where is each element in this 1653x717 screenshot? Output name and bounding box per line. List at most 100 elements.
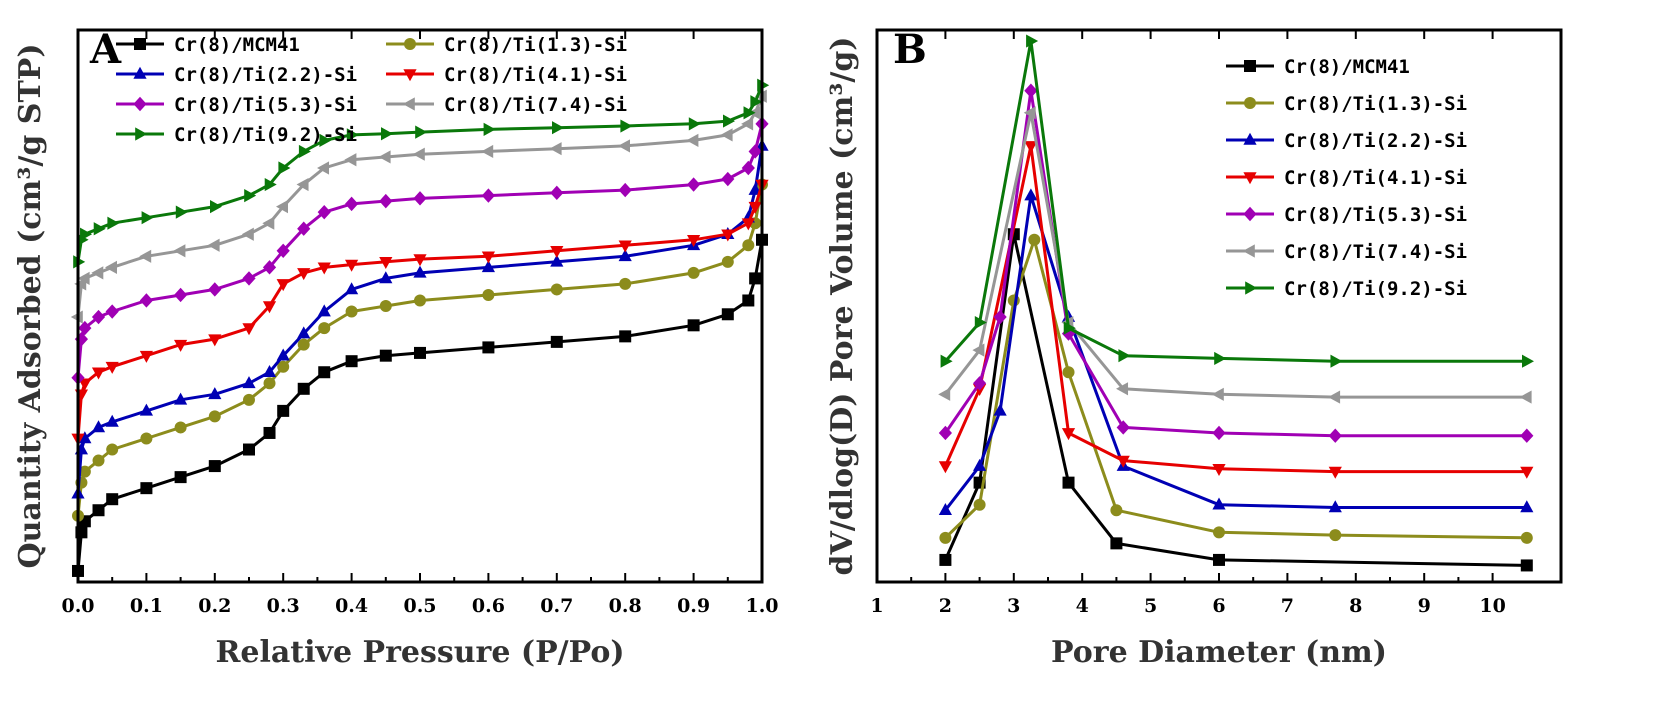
data-point-cr-8-ti-2-2-si-2 — [78, 431, 92, 444]
series-line-cr-8-ti-4-1-si — [944, 144, 1527, 474]
legend-label-cr-8-ti-5-3-si: Cr(8)/Ti(5.3)-Si — [174, 94, 357, 116]
series-cr-8-ti-5-3-si — [71, 116, 769, 385]
data-point-cr-8-ti-5-3-si-7 — [1328, 428, 1342, 443]
x-tick-label: 0.3 — [267, 595, 300, 617]
data-point-cr-8-ti-2-2-si-7 — [208, 387, 222, 400]
series-cr-8-ti-9-2-si — [940, 34, 1534, 368]
data-point-cr-8-ti-2-2-si-17 — [550, 254, 564, 267]
data-point-cr-8-ti-5-3-si-12 — [317, 204, 331, 220]
data-point-cr-8-ti-4-1-si-12 — [317, 262, 331, 275]
x-tick-label: 7 — [1281, 595, 1294, 617]
x-tick-label: 8 — [1349, 595, 1362, 617]
data-point-cr-8-ti-1-3-si-20 — [721, 255, 734, 268]
x-tick-label: 3 — [1007, 595, 1020, 617]
data-point-cr-8-ti-9-2-si-8 — [244, 189, 257, 203]
panel-letter: A — [89, 26, 122, 73]
y-axis-title: dV/dlog(D) Pore Volume (cm³/g) — [825, 36, 860, 575]
data-point-cr-8-ti-7-4-si-6 — [1328, 390, 1341, 404]
data-point-cr-8-ti-9-2-si-3 — [1063, 321, 1076, 335]
data-point-cr-8-ti-4-1-si-2 — [1024, 141, 1038, 154]
data-point-cr-8-ti-5-3-si-16 — [481, 188, 495, 203]
data-point-cr-8-ti-4-1-si-4 — [1116, 455, 1130, 468]
data-point-cr-8-ti-2-2-si-0 — [938, 503, 952, 516]
legend-marker-cr-8-ti-7-4-si — [402, 97, 415, 111]
data-point-cr-8-ti-5-3-si-8 — [1520, 428, 1534, 443]
data-point-cr-8-ti-2-2-si-14 — [379, 271, 393, 284]
data-point-cr-8-ti-9-2-si-3 — [93, 222, 106, 236]
data-point-cr-8-ti-7-4-si-14 — [378, 150, 391, 164]
data-point-cr-8-ti-9-2-si-1 — [974, 315, 987, 330]
panel-letter: B — [893, 26, 927, 73]
data-point-cr-8-mcm41-20 — [721, 308, 734, 321]
data-point-cr-8-ti-4-1-si-8 — [242, 323, 256, 336]
data-point-cr-8-ti-7-4-si-19 — [686, 133, 699, 147]
data-point-cr-8-mcm41-7 — [208, 460, 221, 473]
legend-label-cr-8-ti-9-2-si: Cr(8)/Ti(9.2)-Si — [174, 124, 357, 146]
data-point-cr-8-ti-5-3-si-17 — [550, 185, 564, 201]
x-tick-label: 0.9 — [677, 595, 710, 617]
legend-label-cr-8-ti-4-1-si: Cr(8)/Ti(4.1)-Si — [1284, 167, 1467, 189]
data-point-cr-8-mcm41-11 — [297, 382, 310, 395]
legend-marker-cr-8-ti-9-2-si — [135, 127, 148, 141]
series-cr-8-ti-1-3-si — [72, 178, 768, 522]
x-tick-label: 1.0 — [745, 595, 778, 617]
data-point-cr-8-mcm41-8 — [243, 443, 255, 456]
data-point-cr-8-mcm41-3 — [92, 504, 105, 517]
data-point-cr-8-ti-1-3-si-21 — [742, 239, 755, 252]
data-point-cr-8-ti-9-2-si-19 — [688, 117, 701, 131]
data-point-cr-8-ti-5-3-si-15 — [413, 191, 427, 206]
data-point-cr-8-ti-5-3-si-6 — [1212, 425, 1226, 441]
data-point-cr-8-ti-2-2-si-12 — [317, 304, 331, 317]
data-point-cr-8-ti-4-1-si-6 — [1328, 466, 1342, 479]
data-point-cr-8-ti-4-1-si-19 — [687, 234, 701, 247]
data-point-cr-8-ti-7-4-si-6 — [173, 244, 186, 258]
data-point-cr-8-mcm41-15 — [414, 346, 426, 359]
data-point-cr-8-ti-9-2-si-7 — [210, 200, 222, 214]
x-tick-label: 0.0 — [61, 595, 94, 617]
data-point-cr-8-ti-5-3-si-19 — [687, 177, 701, 192]
data-point-cr-8-ti-1-3-si-15 — [414, 294, 426, 307]
data-point-cr-8-ti-5-3-si-11 — [297, 221, 311, 236]
data-point-cr-8-ti-1-3-si-19 — [687, 266, 700, 279]
data-point-cr-8-ti-1-3-si-5 — [1110, 504, 1123, 517]
data-point-cr-8-mcm41-0 — [939, 553, 952, 566]
data-point-cr-8-ti-4-1-si-3 — [91, 367, 106, 380]
series-cr-8-mcm41 — [72, 233, 768, 577]
data-point-cr-8-ti-1-3-si-7 — [1329, 529, 1342, 542]
legend-marker-cr-8-ti-9-2-si — [1245, 281, 1258, 295]
data-point-cr-8-ti-1-3-si-6 — [174, 421, 187, 434]
data-point-cr-8-ti-4-1-si-13 — [345, 259, 359, 272]
data-point-cr-8-ti-4-1-si-20 — [721, 229, 735, 242]
data-point-cr-8-ti-7-4-si-0 — [938, 387, 951, 401]
data-point-cr-8-ti-2-2-si-1 — [973, 458, 987, 471]
data-point-cr-8-mcm41-17 — [550, 335, 563, 348]
legend-marker-cr-8-ti-5-3-si — [1243, 206, 1257, 222]
x-tick-label: 1 — [870, 595, 883, 617]
x-axis-title: Relative Pressure (P/Po) — [215, 635, 624, 670]
data-point-cr-8-ti-1-3-si-4 — [1062, 366, 1075, 379]
data-point-cr-8-ti-1-3-si-10 — [277, 360, 290, 373]
data-point-cr-8-ti-9-2-si-18 — [620, 119, 633, 133]
data-point-cr-8-ti-5-3-si-5 — [139, 293, 153, 308]
panel-b: 1 2 3 4 5 6 7 8 9 10 Pore Diameter (nm) dV/dlog(D) … — [825, 26, 1563, 670]
data-point-cr-8-ti-2-2-si-3 — [91, 420, 106, 433]
data-point-cr-8-ti-1-3-si-6 — [1213, 526, 1225, 539]
data-point-cr-8-ti-9-2-si-16 — [483, 122, 496, 136]
data-point-cr-8-ti-7-4-si-21 — [741, 117, 754, 131]
data-point-cr-8-mcm41-3 — [1062, 476, 1075, 489]
data-point-cr-8-ti-5-3-si-5 — [1116, 420, 1130, 435]
data-point-cr-8-ti-2-2-si-18 — [618, 249, 632, 262]
data-point-cr-8-ti-9-2-si-5 — [141, 211, 154, 225]
data-point-cr-8-mcm41-6 — [1520, 559, 1533, 572]
x-tick-label: 2 — [939, 595, 952, 617]
data-point-cr-8-ti-9-2-si-7 — [1522, 354, 1534, 368]
series-cr-8-ti-2-2-si — [938, 188, 1534, 516]
data-point-cr-8-ti-1-3-si-16 — [482, 288, 495, 301]
series-cr-8-ti-4-1-si — [938, 141, 1534, 479]
series-line-cr-8-ti-7-4-si — [944, 111, 1527, 399]
data-point-cr-8-ti-9-2-si-14 — [381, 127, 393, 141]
data-point-cr-8-ti-7-4-si-16 — [481, 144, 494, 159]
data-point-cr-8-mcm41-16 — [482, 341, 495, 354]
data-point-cr-8-ti-5-3-si-20 — [721, 171, 735, 187]
legend-label-cr-8-ti-5-3-si: Cr(8)/Ti(5.3)-Si — [1284, 204, 1467, 226]
